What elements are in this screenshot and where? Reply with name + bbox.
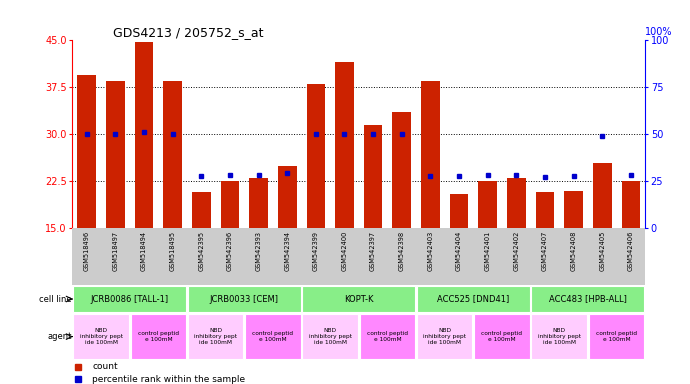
Bar [531, 314, 587, 359]
Text: GSM542406: GSM542406 [628, 230, 634, 271]
Bar [164, 81, 182, 228]
Text: GSM542402: GSM542402 [513, 230, 520, 271]
Bar [130, 314, 186, 359]
Text: GSM542407: GSM542407 [542, 230, 548, 271]
Text: GSM542408: GSM542408 [571, 230, 577, 271]
Text: GSM542404: GSM542404 [456, 230, 462, 271]
Text: count: count [92, 362, 118, 371]
Text: NBD
inhibitory pept
ide 100mM: NBD inhibitory pept ide 100mM [79, 328, 123, 345]
Text: agent: agent [48, 332, 72, 341]
Text: GSM518494: GSM518494 [141, 230, 147, 271]
Bar [302, 286, 415, 311]
Bar [393, 113, 411, 228]
Text: GSM542399: GSM542399 [313, 230, 319, 271]
Text: GSM542398: GSM542398 [399, 230, 405, 271]
Text: NBD
inhibitory pept
ide 100mM: NBD inhibitory pept ide 100mM [538, 328, 581, 345]
Bar [335, 62, 354, 228]
Bar [188, 314, 244, 359]
Text: GSM518497: GSM518497 [112, 230, 119, 271]
Bar [450, 194, 469, 228]
Bar [188, 286, 301, 311]
Bar [278, 166, 297, 228]
Text: ACC483 [HPB-ALL]: ACC483 [HPB-ALL] [549, 295, 627, 303]
Text: control peptid
e 100mM: control peptid e 100mM [138, 331, 179, 342]
Bar [589, 314, 644, 359]
Bar [221, 181, 239, 228]
Text: GSM518495: GSM518495 [170, 230, 176, 271]
Bar [359, 314, 415, 359]
Text: GDS4213 / 205752_s_at: GDS4213 / 205752_s_at [112, 26, 263, 39]
Text: GSM542400: GSM542400 [342, 230, 348, 271]
Text: control peptid
e 100mM: control peptid e 100mM [367, 331, 408, 342]
Bar [564, 191, 583, 228]
Bar [421, 81, 440, 228]
Text: control peptid
e 100mM: control peptid e 100mM [482, 331, 522, 342]
Text: control peptid
e 100mM: control peptid e 100mM [596, 331, 637, 342]
Text: control peptid
e 100mM: control peptid e 100mM [253, 331, 293, 342]
Bar [192, 192, 210, 228]
Bar [417, 314, 473, 359]
Bar [245, 314, 301, 359]
Text: ACC525 [DND41]: ACC525 [DND41] [437, 295, 509, 303]
Text: NBD
inhibitory pept
ide 100mM: NBD inhibitory pept ide 100mM [308, 328, 352, 345]
Bar [73, 314, 129, 359]
Text: GSM542393: GSM542393 [255, 230, 262, 271]
Bar [417, 286, 530, 311]
Bar [135, 41, 153, 228]
Text: JCRB0086 [TALL-1]: JCRB0086 [TALL-1] [90, 295, 169, 303]
Bar [77, 75, 96, 228]
Text: NBD
inhibitory pept
ide 100mM: NBD inhibitory pept ide 100mM [194, 328, 237, 345]
Bar [302, 314, 358, 359]
Text: GSM542397: GSM542397 [370, 230, 376, 271]
Text: GSM542396: GSM542396 [227, 230, 233, 271]
Text: percentile rank within the sample: percentile rank within the sample [92, 375, 246, 384]
Text: GSM518496: GSM518496 [83, 230, 90, 271]
Text: JCRB0033 [CEM]: JCRB0033 [CEM] [210, 295, 279, 303]
Bar [249, 178, 268, 228]
Text: GSM542403: GSM542403 [427, 230, 433, 271]
Bar [507, 178, 526, 228]
Bar [106, 81, 125, 228]
Text: GSM542401: GSM542401 [484, 230, 491, 271]
Bar [474, 314, 530, 359]
Bar [622, 181, 640, 228]
Text: GSM542405: GSM542405 [599, 230, 605, 271]
Bar [73, 286, 186, 311]
Bar [478, 181, 497, 228]
Bar [531, 286, 644, 311]
Text: NBD
inhibitory pept
ide 100mM: NBD inhibitory pept ide 100mM [423, 328, 466, 345]
Bar [364, 125, 382, 228]
Bar [306, 84, 325, 228]
Text: KOPT-K: KOPT-K [344, 295, 373, 303]
Text: GSM542395: GSM542395 [198, 230, 204, 271]
Text: cell line: cell line [39, 295, 72, 303]
Bar [593, 162, 611, 228]
Text: 100%: 100% [645, 26, 673, 36]
Bar [535, 192, 554, 228]
Text: GSM542394: GSM542394 [284, 230, 290, 271]
